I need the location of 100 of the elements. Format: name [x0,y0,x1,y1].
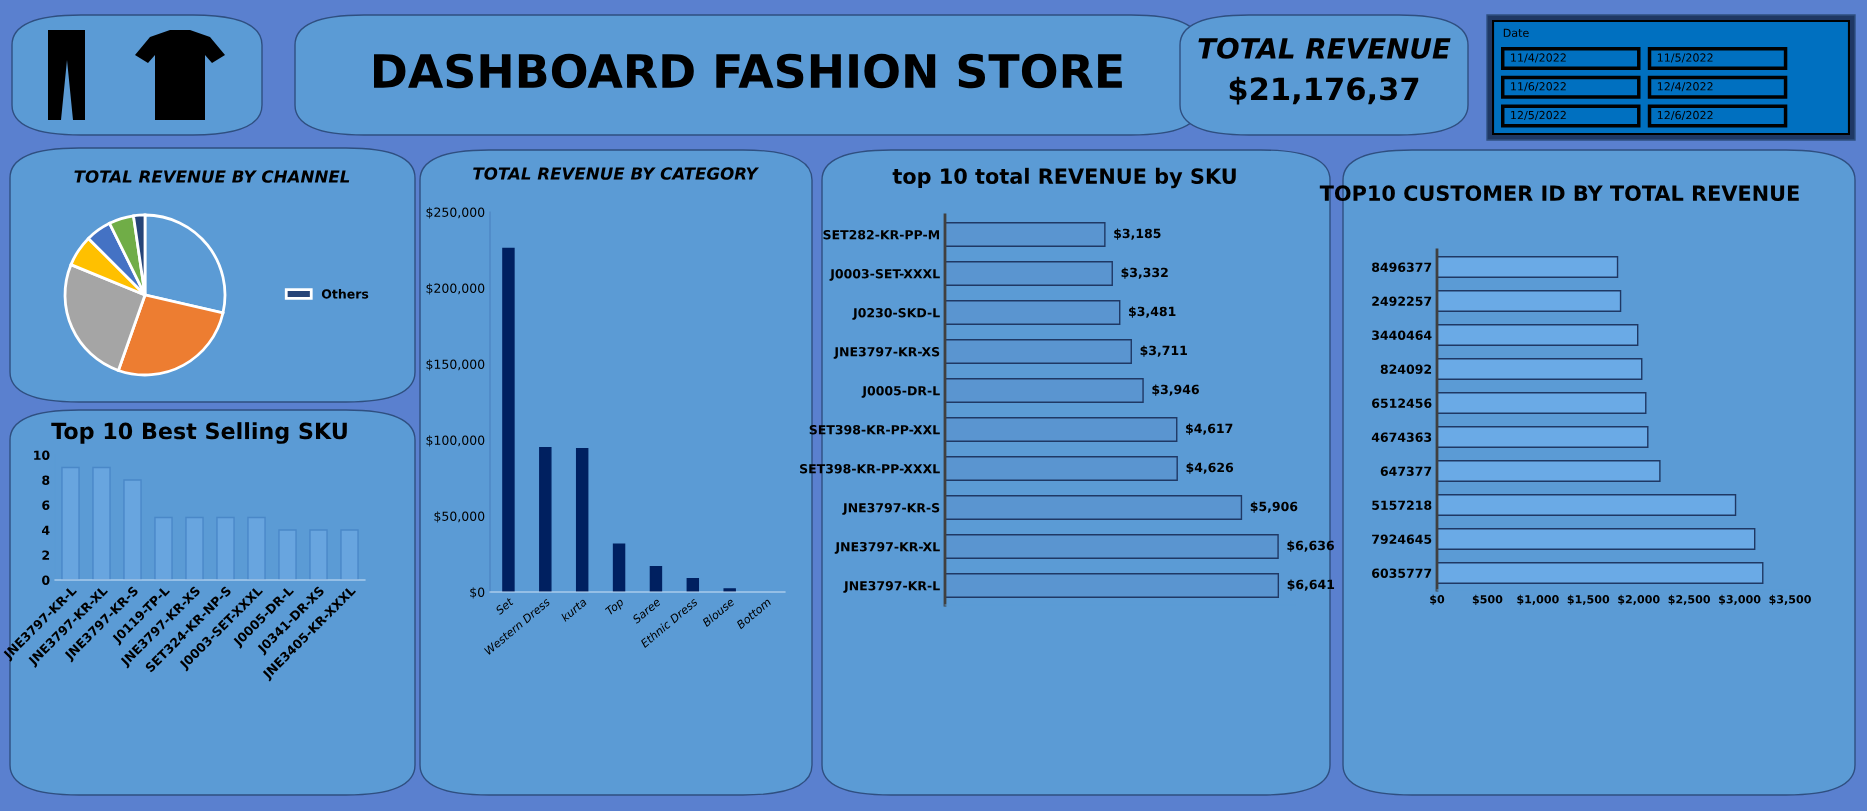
bar [247,516,266,580]
text: $21,176,37 [1229,76,1419,105]
y-tick-label: SET282-KR-PP-M [823,229,939,240]
bar [185,516,204,580]
x-tick-label: $1,000 [1517,594,1559,605]
data-label: $3,946 [1152,384,1199,396]
bar [1437,358,1643,380]
bar [575,447,589,592]
text: Date [1503,28,1529,38]
bar [278,529,297,580]
bar [340,529,359,580]
bar [945,222,1106,247]
bar [649,566,663,592]
x-tick-label: $3,000 [1719,594,1761,605]
y-tick-label: 6035777 [1372,568,1432,578]
x-tick-label: Top [604,597,626,618]
y-tick-label: 7924645 [1372,534,1432,544]
chart-title: TOTAL REVENUE BY CATEGORY [473,167,760,180]
bar [1437,562,1764,584]
bar [123,479,142,580]
bar [154,516,173,580]
y-tick-label: $200,000 [426,283,485,295]
chart-title: Top 10 Best Selling SKU [51,422,347,444]
bar [945,261,1113,286]
y-tick-label: 6 [42,500,50,510]
text: 12/5/2022 [1511,110,1566,121]
y-tick-label: 8496377 [1372,262,1432,272]
y-tick-label: J0003-SET-XXXL [829,268,940,281]
bar [216,516,235,580]
bar [502,247,515,592]
bar [686,578,700,592]
y-tick-label: 6512456 [1372,398,1432,408]
bar [92,466,111,580]
x-tick-label: $0 [1430,594,1445,605]
y-tick-label: $150,000 [426,359,485,371]
data-label: $3,185 [1114,228,1161,240]
y-tick-label: 4 [42,525,50,535]
data-label: $3,711 [1140,345,1187,357]
y-tick-label: 8 [42,475,50,485]
data-label: $6,641 [1287,579,1335,591]
x-tick-label: $2,500 [1668,594,1711,605]
bar [945,456,1178,481]
text: 12/6/2022 [1657,110,1713,121]
bar [1437,256,1619,278]
y-tick-label: SET398-KR-PP-XXL [809,424,940,435]
bar [1437,324,1639,346]
bar [61,466,80,580]
y-tick-label: 4674363 [1371,432,1432,442]
y-tick-label: J0230-SKD-L [852,307,940,320]
y-tick-label: JNE3797-KR-S [842,502,940,515]
bar [1437,290,1622,312]
x-tick-label: $2,000 [1618,594,1660,605]
chart-title: TOTAL REVENUE BY CHANNEL [74,170,350,183]
data-label: $5,906 [1250,501,1298,513]
bar [945,495,1243,520]
bar [945,300,1121,325]
data-label: $3,481 [1129,306,1176,318]
y-tick-label: 647377 [1380,466,1432,476]
y-tick-label: J0005-DR-L [861,385,940,398]
bar [1437,528,1756,550]
bar [612,543,626,592]
chart-title: top 10 total REVENUE by SKU [892,167,1236,189]
y-tick-label: $100,000 [426,435,485,447]
legend-label: Others [321,288,369,299]
y-tick-label: $50,000 [434,511,485,523]
bar [1437,392,1647,414]
bar [945,573,1280,598]
data-label: $6,636 [1287,540,1334,552]
text: 11/5/2022 [1657,53,1713,63]
y-tick-label: 3440464 [1372,330,1432,340]
bar [945,339,1132,364]
y-tick-label: 2 [42,550,50,560]
bar [945,534,1279,559]
text: 11/4/2022 [1511,53,1566,63]
bar [539,446,552,592]
x-tick-label: Set [494,596,515,616]
y-tick-label: JNE3797-KR-XL [834,541,940,554]
y-tick-label: 824092 [1380,364,1432,374]
y-tick-label: 2492257 [1372,296,1432,306]
bar [945,378,1144,403]
data-label: $4,617 [1186,423,1233,435]
bar [1437,460,1661,482]
y-tick-label: 5157218 [1372,500,1432,510]
x-tick-label: $3,500 [1769,594,1811,605]
y-tick-label: SET398-KR-PP-XXXL [800,463,940,474]
text: 11/6/2022 [1511,82,1566,92]
y-tick-label: 10 [34,450,50,460]
bar [1437,494,1737,516]
y-tick-label: $250,000 [426,207,485,219]
x-tick-label: $1,500 [1567,594,1610,605]
x-tick-label: $500 [1472,594,1503,605]
y-tick-label: JNE3797-KR-XS [833,346,940,359]
text: 12/4/2022 [1657,82,1713,92]
text: DASHBOARD FASHION STORE [374,53,1122,89]
bar [1437,426,1649,448]
y-tick-label: 0 [42,575,50,585]
bar [945,417,1178,442]
data-label: $4,626 [1186,462,1234,474]
data-label: $3,332 [1121,267,1168,279]
chart-title: TOP10 CUSTOMER ID BY TOTAL REVENUE [1319,185,1799,202]
